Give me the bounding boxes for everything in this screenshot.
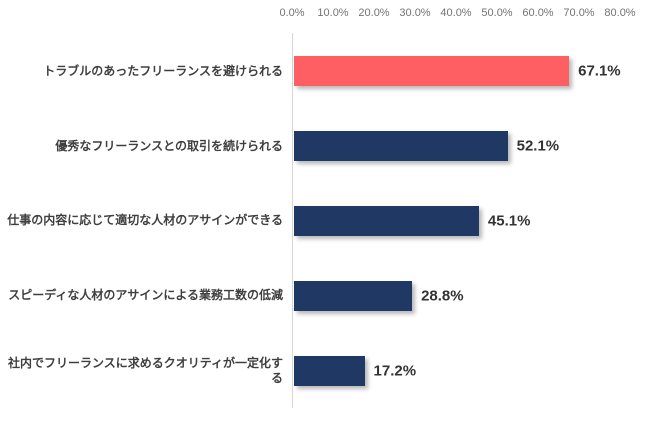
bar [294,205,479,236]
bar [294,131,508,162]
bar-track: 67.1% [293,34,621,109]
bar [294,280,413,311]
bar [294,355,365,386]
value-label: 45.1% [487,212,531,230]
value-label: 17.2% [373,362,417,380]
category-label: トラブルのあったフリーランスを避けられる [43,63,283,78]
x-axis-tick: 20.0% [358,7,390,19]
category-label: 優秀なフリーランスとの取引を続けられる [55,138,283,153]
bar-row: スピーディな人材のアサインによる業務工数の低減 28.8% [0,258,650,333]
value-label: 52.1% [516,137,560,155]
x-axis-tick-labels: 0.0% 10.0% 20.0% 30.0% 40.0% 50.0% 60.0% 70.0% 8… [279,7,635,23]
y-axis-line [292,33,293,408]
x-axis-tick: 0.0% [279,7,305,19]
bar-track: 17.2% [293,333,621,408]
x-axis-tick: 60.0% [522,7,554,19]
value-label: 28.8% [421,287,464,305]
category-label: スピーディな人材のアサインによる業務工数の低減 [8,288,283,303]
x-axis-tick: 30.0% [399,7,431,19]
bar-track: 52.1% [293,109,621,184]
x-axis-tick: 50.0% [481,7,513,19]
x-axis-tick: 40.0% [440,7,472,19]
bar-row: トラブルのあったフリーランスを避けられる 67.1% [0,34,650,109]
x-axis-tick: 80.0% [604,7,636,19]
category-label: 仕事の内容に応じて適切な人材のアサインができる [7,213,283,228]
category-label: 社内でフリーランスに求めるクオリティが一定化する [7,355,283,385]
value-label: 67.1% [578,62,621,80]
bar [294,56,570,87]
bar-rows: トラブルのあったフリーランスを避けられる 67.1% 優秀なフリーランスとの取引… [0,34,650,408]
bar-row: 優秀なフリーランスとの取引を続けられる 52.1% [0,109,650,184]
bar-row: 仕事の内容に応じて適切な人材のアサインができる 45.1% [0,184,650,259]
x-axis-tick: 10.0% [317,7,349,19]
x-axis-tick: 70.0% [563,7,595,19]
bar-track: 28.8% [293,258,621,333]
bar-row: 社内でフリーランスに求めるクオリティが一定化する 17.2% [0,333,650,408]
bar-track: 45.1% [293,184,621,259]
